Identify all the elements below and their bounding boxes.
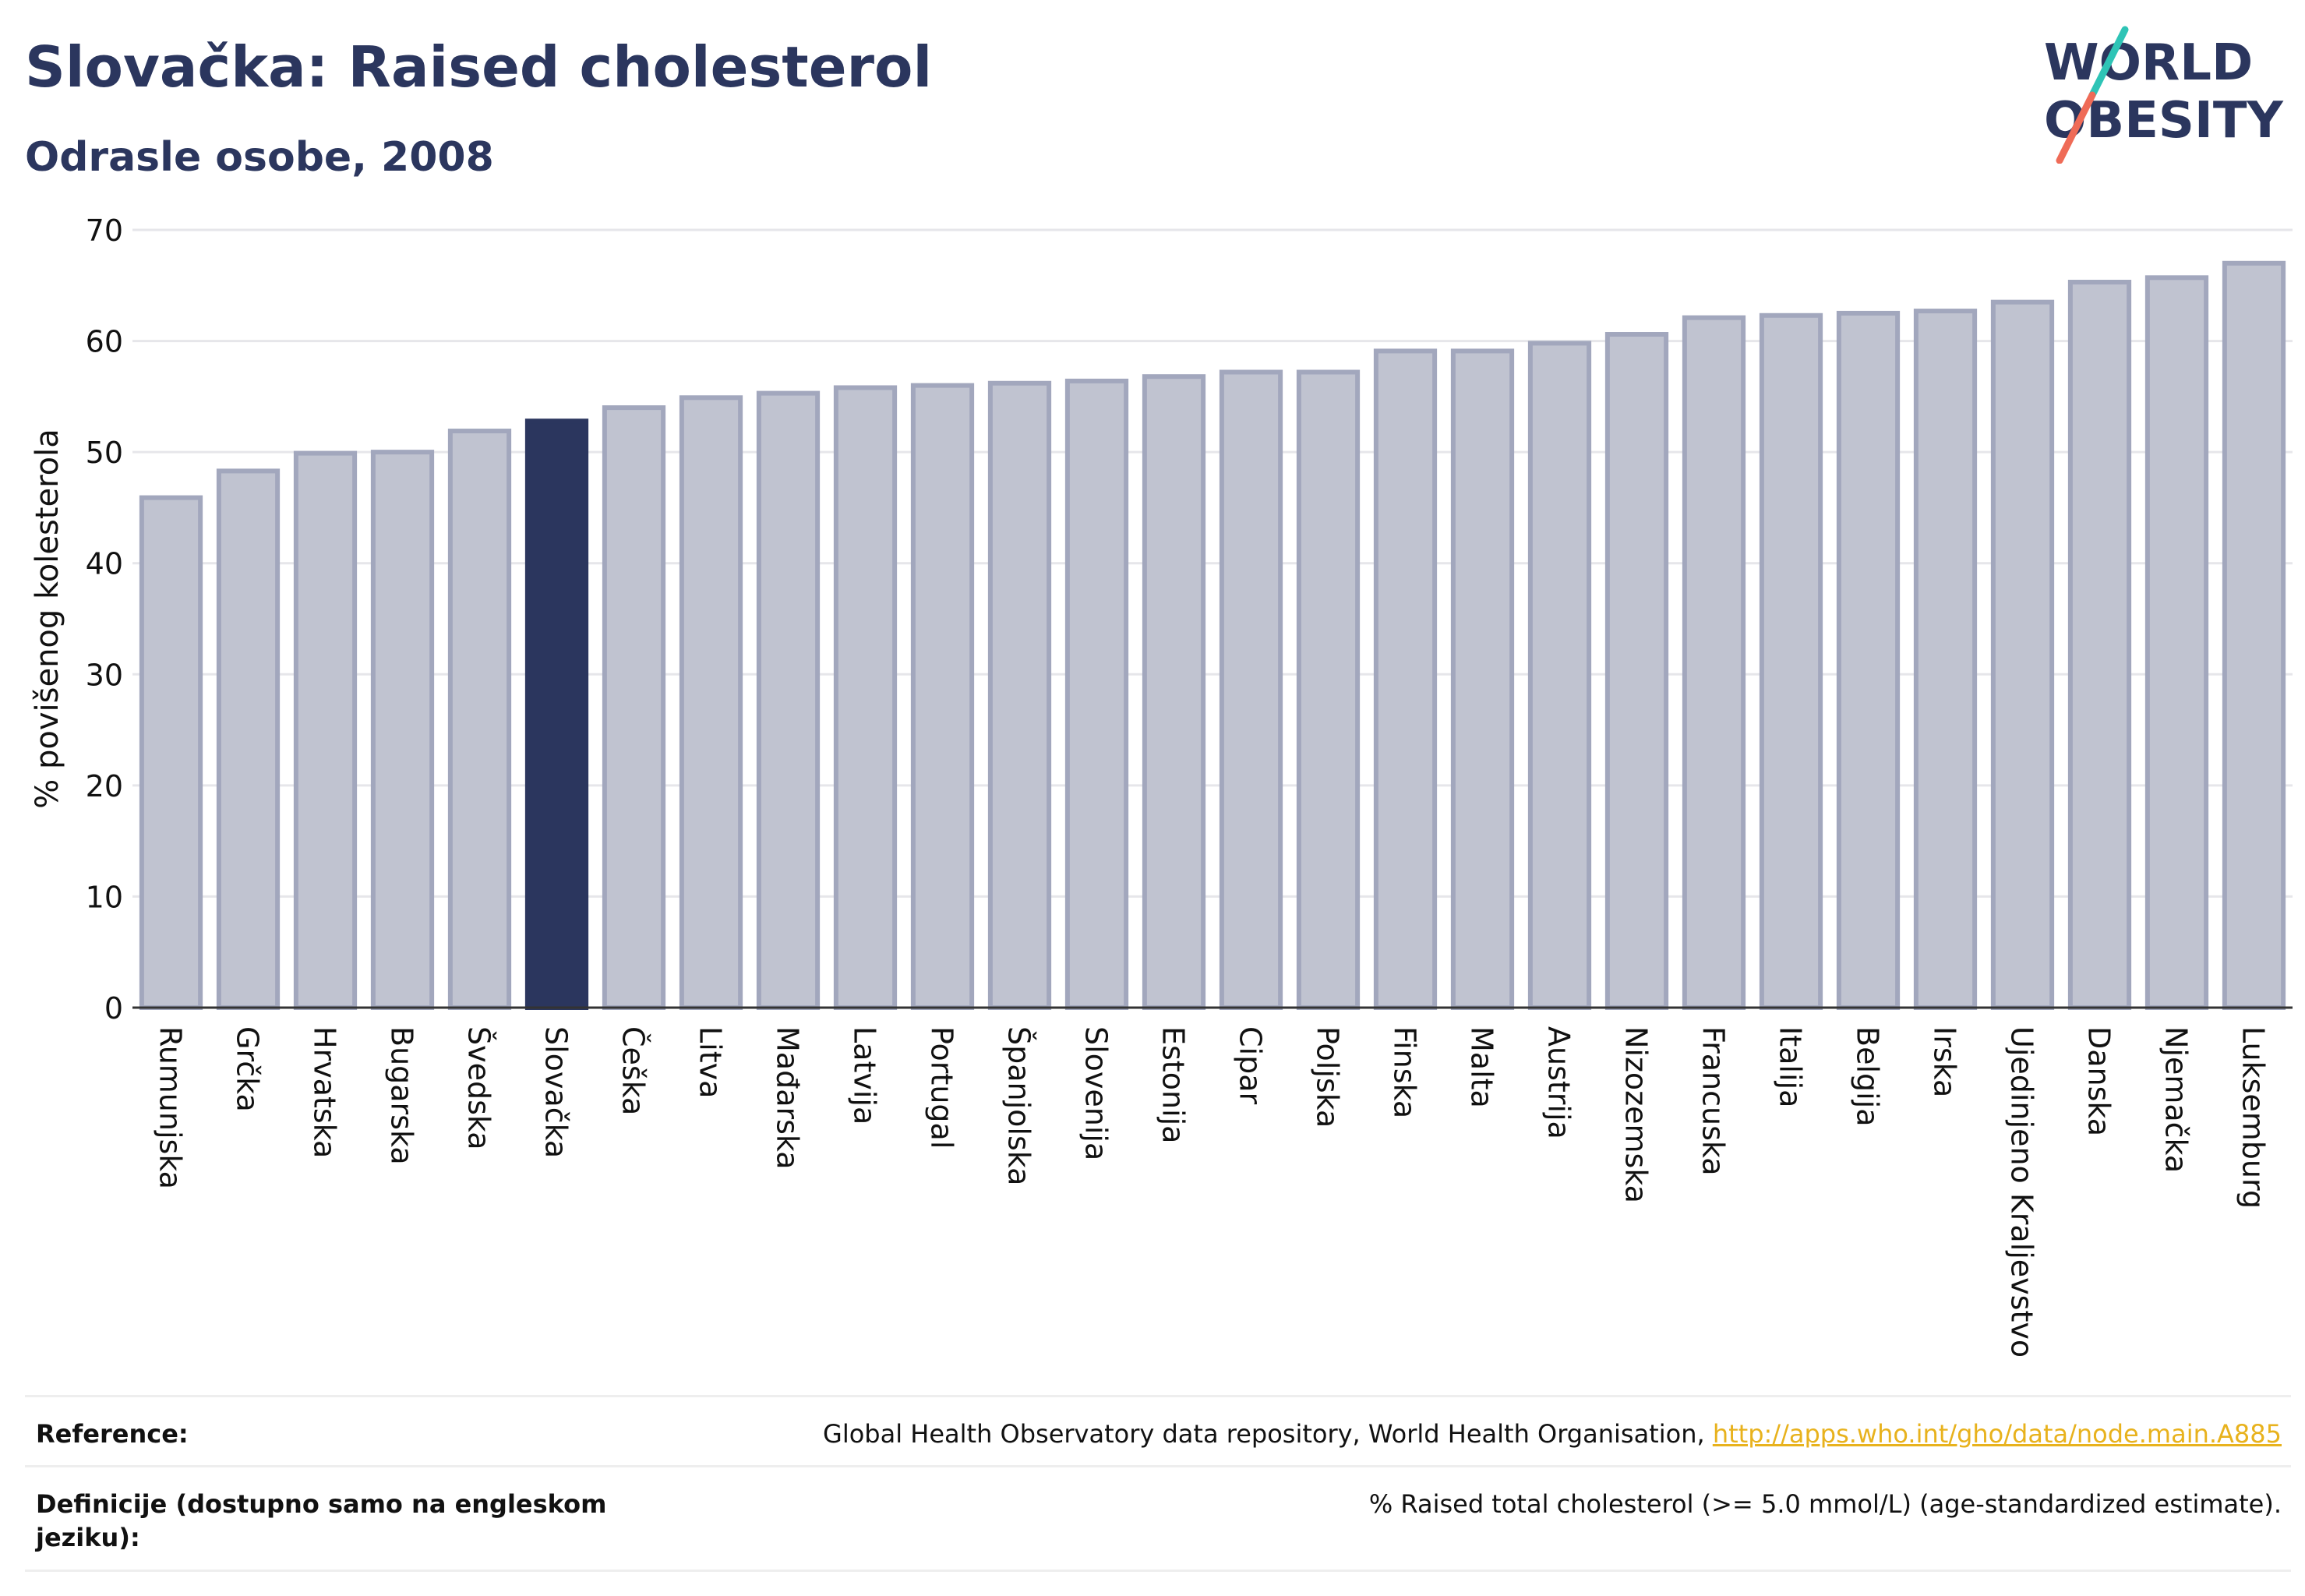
y-tick-label: 50 [86, 436, 123, 470]
x-tick-label: Latvija [848, 1026, 882, 1125]
bar-cipar [1219, 369, 1283, 1010]
x-tick-label: Finska [1388, 1026, 1422, 1118]
bar-mađarska [756, 390, 821, 1010]
x-tick-label: Slovačka [539, 1026, 574, 1158]
x-tick-label: Malta [1465, 1026, 1499, 1108]
x-tick-label: Grčka [231, 1026, 265, 1112]
bar-slovenija [1064, 378, 1129, 1010]
bar-poljska [1296, 369, 1361, 1010]
bar-danska [2067, 280, 2132, 1011]
bar-austrija [1527, 341, 1592, 1010]
reference-label: Reference: [36, 1419, 189, 1449]
x-tick-label: Slovenija [1079, 1026, 1114, 1160]
bar-estonija [1142, 374, 1206, 1011]
bars [139, 260, 2286, 1011]
bar-rumunjska [139, 495, 203, 1010]
y-tick-label: 30 [86, 658, 123, 692]
bar-belgija [1836, 310, 1901, 1010]
definition-label: Definicije (dostupno samo na engleskom j… [36, 1489, 607, 1553]
y-tick-label: 60 [86, 325, 123, 359]
footer: Reference: Global Health Observatory dat… [25, 1395, 2291, 1572]
x-axis-ticks: Rumunjska Grčka Hrvatska Bugarska Švedska Slo… [154, 1026, 2271, 1358]
logo-slash-bottom [2056, 91, 2096, 164]
x-tick-label: Austrija [1542, 1026, 1576, 1139]
bar-ujedinjeno-kraljevstvo [1990, 299, 2055, 1010]
logo-slash-top [2088, 26, 2129, 99]
bar-litva [679, 395, 743, 1011]
definition-row: Definicije (dostupno samo na engleskom j… [25, 1465, 2291, 1572]
x-tick-label: Nizozemska [1619, 1026, 1654, 1203]
bar-bugarska [370, 450, 435, 1010]
chart-subtitle: Odrasle osobe, 2008 [25, 134, 494, 181]
bar-latvija [833, 385, 898, 1010]
logo-text-obesity: OBESITY [2044, 92, 2283, 150]
y-tick-label: 20 [86, 769, 123, 803]
bar-francuska [1682, 315, 1746, 1011]
x-tick-label: Francuska [1696, 1026, 1731, 1175]
x-tick-label: Luksemburg [2236, 1026, 2271, 1209]
x-tick-label: Bugarska [385, 1026, 419, 1165]
x-tick-label: Belgija [1851, 1026, 1885, 1127]
x-tick-label: Italija [1774, 1026, 1808, 1107]
bar-hrvatska [293, 450, 358, 1011]
x-tick-label: Portugal [925, 1026, 959, 1149]
bar-malta [1450, 348, 1515, 1011]
bar-slovačka [524, 418, 589, 1011]
x-tick-label: Švedska [462, 1026, 496, 1150]
y-tick-label: 40 [86, 547, 123, 581]
x-tick-label: Cipar [1234, 1026, 1268, 1104]
x-tick-label: Ujedinjeno Kraljevstvo [2005, 1026, 2039, 1358]
x-tick-label: Estonija [1156, 1026, 1191, 1143]
bar-španjolska [987, 380, 1052, 1010]
reference-link[interactable]: http://apps.who.int/gho/data/node.main.A… [1712, 1419, 2282, 1449]
x-tick-label: Rumunjska [154, 1026, 188, 1189]
y-axis-label: % povišenog kolesterola [30, 429, 65, 808]
bar-irska [1913, 309, 1978, 1010]
bar-chart: 0 10 20 30 40 50 60 70 Rumunjska Grčka Hrvatska Bu… [30, 214, 2293, 1358]
reference-row: Reference: Global Health Observatory dat… [25, 1395, 2291, 1465]
bar-portugal [910, 383, 975, 1011]
reference-text: Global Health Observatory data repositor… [823, 1419, 1713, 1449]
reference-value: Global Health Observatory data repositor… [823, 1418, 2282, 1451]
x-tick-label: Češka [616, 1026, 651, 1115]
x-tick-label: Danska [2082, 1026, 2116, 1136]
x-tick-label: Irska [1928, 1026, 1962, 1097]
bar-italija [1759, 312, 1823, 1010]
y-tick-label: 10 [86, 880, 123, 914]
x-tick-label: Njemačka [2159, 1026, 2194, 1173]
bar-češka [602, 405, 666, 1011]
x-tick-label: Španjolska [1002, 1026, 1036, 1185]
y-axis-ticks: 0 10 20 30 40 50 60 70 [86, 214, 123, 1026]
bar-nizozemska [1604, 332, 1669, 1010]
bar-grčka [216, 468, 281, 1010]
logo-text-world: WORLD [2044, 34, 2253, 92]
world-obesity-logo: WORLD OBESITY [2044, 26, 2283, 164]
chart-title: Slovačka: Raised cholesterol [25, 34, 933, 100]
bar-finska [1373, 348, 1438, 1011]
bar-luksemburg [2222, 260, 2286, 1011]
y-tick-label: 0 [104, 991, 123, 1026]
x-tick-label: Poljska [1311, 1026, 1345, 1128]
bar-njemačka [2144, 275, 2209, 1010]
x-tick-label: Litva [694, 1026, 728, 1098]
definition-value: % Raised total cholesterol (>= 5.0 mmol/… [1368, 1489, 2282, 1520]
y-tick-label: 70 [86, 214, 123, 248]
x-tick-label: Mađarska [771, 1026, 805, 1170]
bar-švedska [447, 429, 512, 1011]
x-tick-label: Hrvatska [308, 1026, 342, 1158]
